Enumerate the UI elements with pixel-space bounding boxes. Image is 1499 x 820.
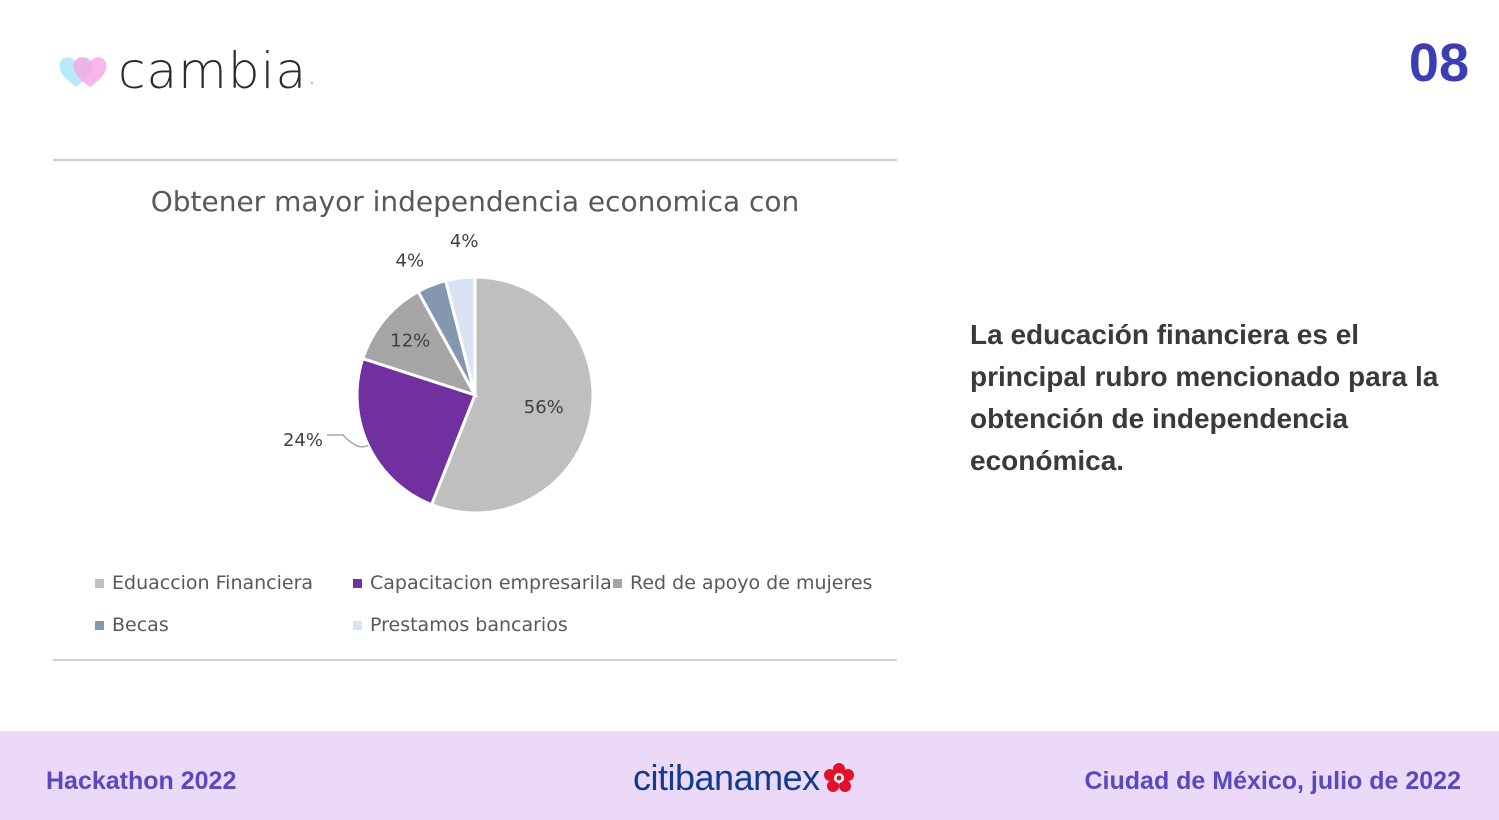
legend-item-2: Capacitacion empresarila <box>353 572 613 594</box>
legend-swatch <box>353 620 362 630</box>
chart-legend: Eduaccion Financiera Capacitacion empresa… <box>95 572 895 636</box>
heart-logo-icon <box>59 57 107 87</box>
footer-bar: Hackathon 2022 citibanamex Ciudad de Méx… <box>0 731 1499 820</box>
pie-slice-5 <box>443 275 477 396</box>
event-location-date: Ciudad de México, julio de 2022 <box>1084 767 1462 795</box>
event-name: Hackathon 2022 <box>46 767 237 795</box>
sponsor-wordmark: citibanamex <box>633 757 820 798</box>
legend-swatch <box>95 620 104 630</box>
data-label-2: 24% <box>283 430 323 451</box>
legend-item-5: Prestamos bancarios <box>353 614 613 636</box>
legend-swatch <box>613 578 622 588</box>
leader-line-2 <box>327 434 369 448</box>
brand-logo: cambia . <box>56 46 315 96</box>
legend-item-4: Becas <box>95 614 353 636</box>
logo-dot: . <box>309 67 315 89</box>
logo-wordmark: cambia <box>118 42 308 100</box>
legend-swatch <box>353 578 362 588</box>
sponsor-logo: citibanamex <box>633 757 856 799</box>
chart-title: Obtener mayor independencia economica co… <box>150 185 800 218</box>
legend-label: Red de apoyo de mujeres <box>630 572 873 594</box>
data-label-3: 12% <box>390 330 430 351</box>
legend-label: Prestamos bancarios <box>370 614 568 636</box>
pie-slice-1 <box>429 275 595 515</box>
legend-item-3: Red de apoyo de mujeres <box>613 572 893 594</box>
takeaway-text: La educación financiera es el principal … <box>970 319 1439 476</box>
legend-label: Capacitacion empresarila <box>370 572 612 594</box>
legend-label: Becas <box>112 614 169 636</box>
legend-label: Eduaccion Financiera <box>112 572 314 594</box>
legend-swatch <box>95 578 104 588</box>
chart-bottom-rule <box>53 659 897 661</box>
pie-chart: 56% 24% 12% 4% 4% <box>283 231 595 515</box>
legend-item-1: Eduaccion Financiera <box>95 572 353 594</box>
pie-slice-3 <box>360 289 479 398</box>
data-label-4: 4% <box>396 251 425 272</box>
page-number: 08 <box>1408 33 1469 93</box>
data-label-5: 4% <box>450 231 479 252</box>
flower-logo-icon <box>823 763 854 792</box>
chart-top-rule <box>53 159 897 161</box>
data-label-1: 56% <box>524 397 564 418</box>
